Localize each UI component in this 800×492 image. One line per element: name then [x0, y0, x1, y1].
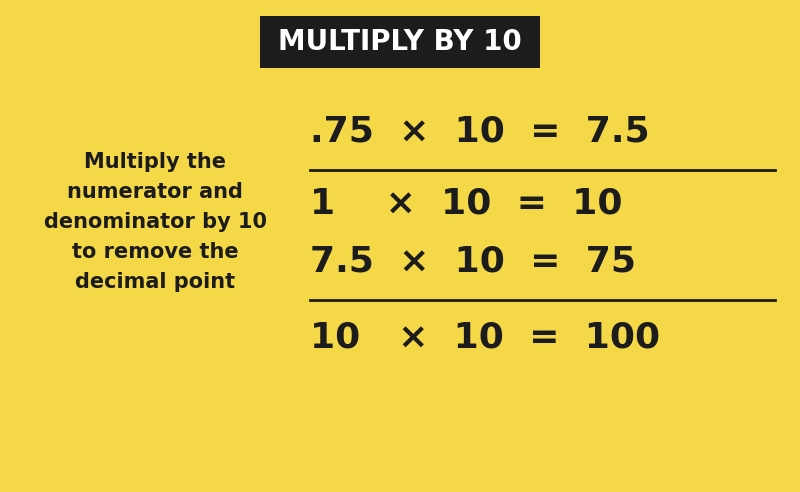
Text: to remove the: to remove the — [72, 242, 238, 262]
Text: Multiply the: Multiply the — [84, 152, 226, 172]
FancyBboxPatch shape — [260, 16, 540, 68]
Text: 10   ×  10  =  100: 10 × 10 = 100 — [310, 320, 660, 354]
Text: .75  ×  10  =  7.5: .75 × 10 = 7.5 — [310, 115, 650, 149]
Text: denominator by 10: denominator by 10 — [43, 212, 266, 232]
Text: numerator and: numerator and — [67, 182, 243, 202]
Text: decimal point: decimal point — [75, 272, 235, 292]
Text: 7.5  ×  10  =  75: 7.5 × 10 = 75 — [310, 245, 636, 279]
Text: MULTIPLY BY 10: MULTIPLY BY 10 — [278, 28, 522, 56]
Text: 1    ×  10  =  10: 1 × 10 = 10 — [310, 187, 622, 221]
